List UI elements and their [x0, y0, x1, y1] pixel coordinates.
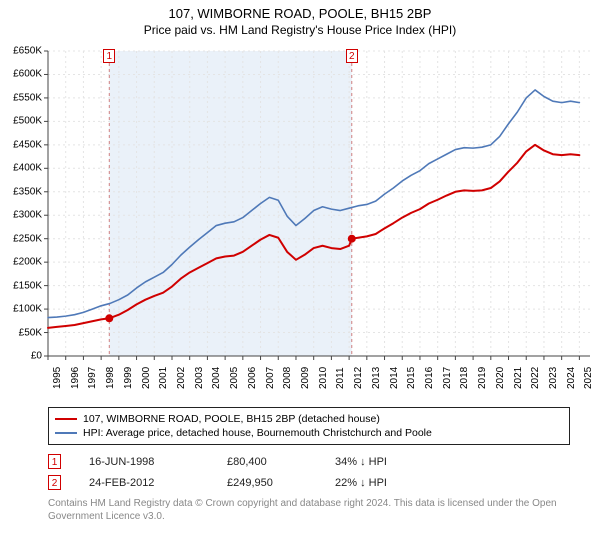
x-tick-label: 1997	[87, 367, 98, 389]
event-date: 16-JUN-1998	[89, 456, 199, 468]
event-date: 24-FEB-2012	[89, 477, 199, 489]
sale-marker-1: 1	[103, 49, 115, 63]
y-tick-label: £250K	[2, 233, 42, 244]
x-tick-label: 1998	[105, 367, 116, 389]
event-row: 2 24-FEB-2012 £249,950 22% ↓ HPI	[48, 472, 570, 493]
x-tick-label: 2005	[229, 367, 240, 389]
legend-swatch	[55, 418, 77, 420]
y-tick-label: £100K	[2, 304, 42, 315]
x-tick-label: 2015	[406, 367, 417, 389]
legend-label: 107, WIMBORNE ROAD, POOLE, BH15 2BP (det…	[83, 413, 380, 425]
y-tick-label: £550K	[2, 92, 42, 103]
x-tick-label: 2021	[513, 367, 524, 389]
x-tick-label: 2022	[530, 367, 541, 389]
x-tick-label: 2003	[194, 367, 205, 389]
legend-row: 107, WIMBORNE ROAD, POOLE, BH15 2BP (det…	[55, 412, 563, 426]
x-tick-label: 1995	[52, 367, 63, 389]
event-row: 1 16-JUN-1998 £80,400 34% ↓ HPI	[48, 451, 570, 472]
legend-swatch	[55, 432, 77, 434]
event-marker: 1	[48, 454, 61, 469]
sale-marker-2: 2	[346, 49, 358, 63]
event-delta: 22% ↓ HPI	[335, 477, 435, 489]
legend-label: HPI: Average price, detached house, Bour…	[83, 427, 432, 439]
event-price: £80,400	[227, 456, 307, 468]
event-price: £249,950	[227, 477, 307, 489]
x-tick-label: 2014	[389, 367, 400, 389]
x-tick-label: 2001	[158, 367, 169, 389]
x-tick-label: 2004	[211, 367, 222, 389]
x-tick-label: 2010	[318, 367, 329, 389]
x-tick-label: 2011	[335, 367, 346, 389]
y-tick-label: £500K	[2, 116, 42, 127]
x-tick-label: 2002	[176, 367, 187, 389]
x-tick-label: 1996	[70, 367, 81, 389]
y-tick-label: £350K	[2, 186, 42, 197]
y-tick-label: £650K	[2, 46, 42, 57]
x-tick-label: 2020	[495, 367, 506, 389]
x-tick-label: 2009	[300, 367, 311, 389]
x-tick-label: 2016	[424, 367, 435, 389]
x-tick-label: 2025	[583, 367, 594, 389]
x-tick-label: 2000	[141, 367, 152, 389]
event-table: 1 16-JUN-1998 £80,400 34% ↓ HPI 2 24-FEB-2012…	[48, 451, 570, 493]
y-tick-label: £150K	[2, 280, 42, 291]
y-tick-label: £600K	[2, 69, 42, 80]
page-subtitle: Price paid vs. HM Land Registry's House …	[0, 21, 600, 41]
y-tick-label: £50K	[2, 327, 42, 338]
y-tick-label: £400K	[2, 163, 42, 174]
page-title: 107, WIMBORNE ROAD, POOLE, BH15 2BP	[0, 0, 600, 21]
y-tick-label: £450K	[2, 139, 42, 150]
x-tick-label: 2006	[247, 367, 258, 389]
event-marker: 2	[48, 475, 61, 490]
line-chart: £0 £50K £100K £150K £200K £250K £300K £350K £400…	[0, 41, 600, 401]
x-tick-label: 2018	[459, 367, 470, 389]
x-tick-label: 2019	[477, 367, 488, 389]
x-tick-label: 2007	[265, 367, 276, 389]
x-tick-label: 2008	[282, 367, 293, 389]
x-tick-label: 1999	[123, 367, 134, 389]
footnote: Contains HM Land Registry data © Crown c…	[48, 497, 570, 523]
chart-container: 107, WIMBORNE ROAD, POOLE, BH15 2BP Pric…	[0, 0, 600, 523]
x-tick-label: 2012	[353, 367, 364, 389]
legend: 107, WIMBORNE ROAD, POOLE, BH15 2BP (det…	[48, 407, 570, 445]
chart-svg	[0, 41, 600, 401]
x-tick-label: 2024	[566, 367, 577, 389]
legend-row: HPI: Average price, detached house, Bour…	[55, 426, 563, 440]
y-tick-label: £0	[2, 351, 42, 362]
event-delta: 34% ↓ HPI	[335, 456, 435, 468]
y-tick-label: £300K	[2, 210, 42, 221]
x-tick-label: 2023	[548, 367, 559, 389]
x-tick-label: 2017	[442, 367, 453, 389]
x-tick-label: 2013	[371, 367, 382, 389]
y-tick-label: £200K	[2, 257, 42, 268]
